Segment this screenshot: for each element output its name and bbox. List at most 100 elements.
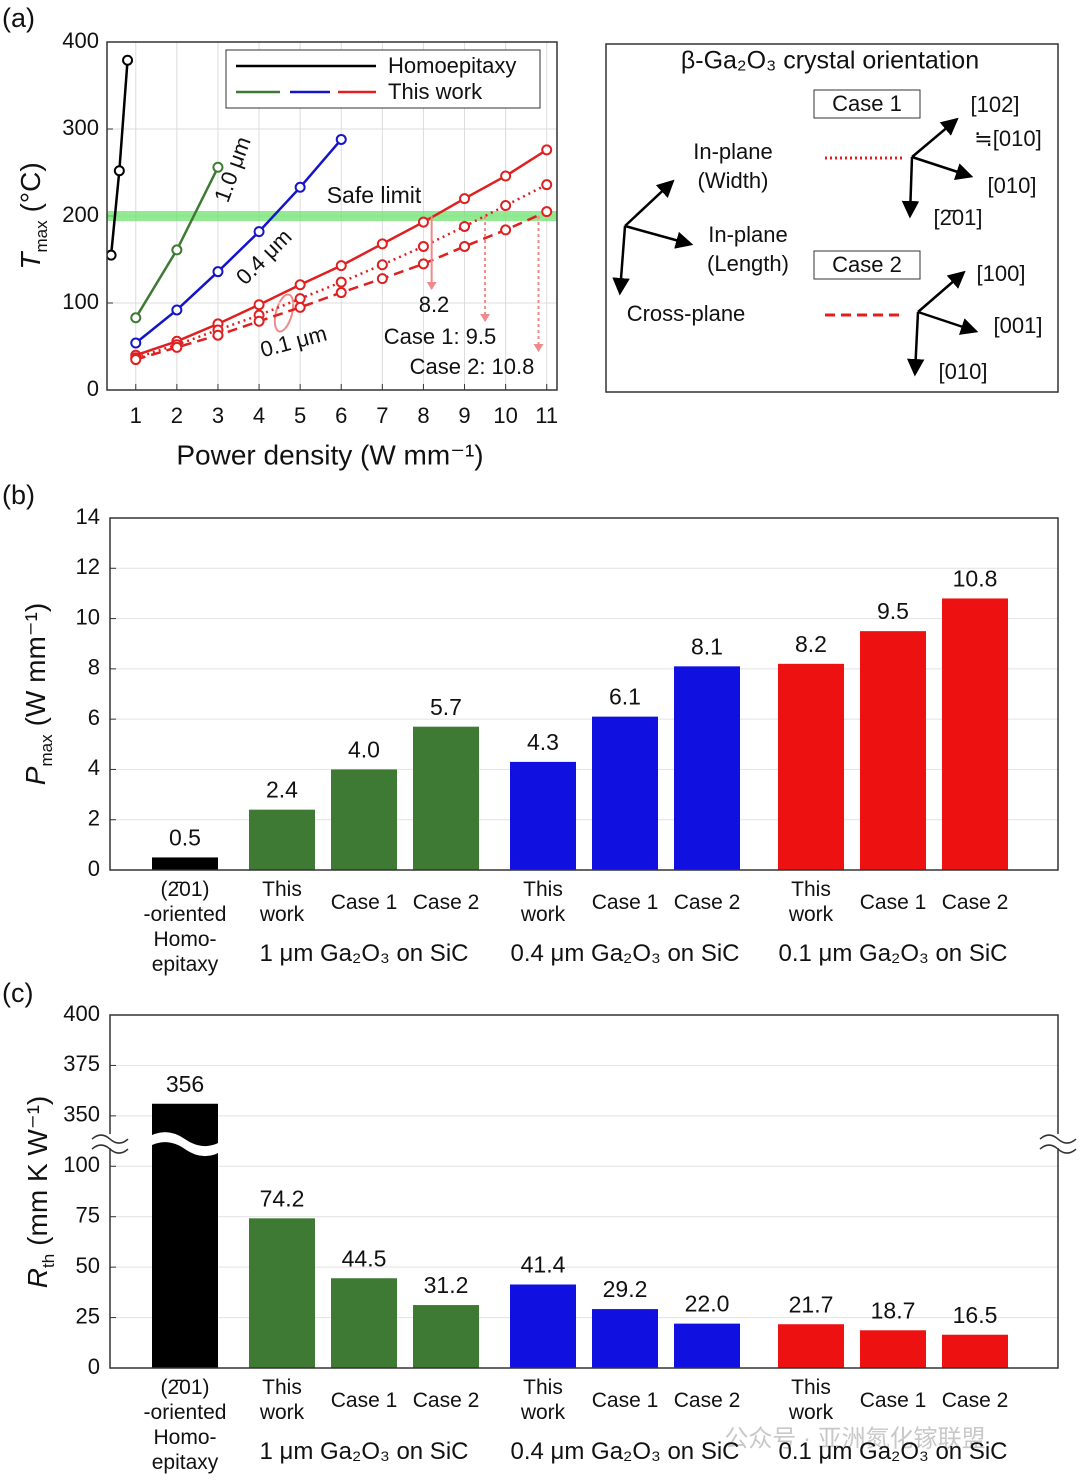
x-tick-label: Case 2 bbox=[412, 1389, 480, 1412]
bar bbox=[778, 1324, 844, 1368]
bar bbox=[860, 1330, 926, 1368]
bar bbox=[592, 1309, 658, 1368]
value-label: 74.2 bbox=[260, 1185, 305, 1211]
value-label: 31.2 bbox=[424, 1272, 469, 1298]
data-point bbox=[376, 273, 388, 285]
data-point bbox=[459, 193, 471, 205]
data-point bbox=[212, 161, 224, 173]
watermark: 公众号 · 亚洲氮化镓联盟 bbox=[724, 1425, 985, 1452]
crossing-label: Case 1: 9.5 bbox=[384, 324, 497, 349]
bar bbox=[942, 598, 1008, 870]
y-tick-label: 375 bbox=[63, 1051, 100, 1076]
x-tick-label: Case 2 bbox=[673, 891, 741, 914]
arrow-head bbox=[480, 314, 491, 322]
y-axis-symbol: R bbox=[22, 1268, 53, 1288]
y-axis-title: Tmax (°C) bbox=[15, 162, 51, 269]
y-tick-label: 2 bbox=[88, 806, 100, 831]
value-label: 44.5 bbox=[342, 1245, 387, 1271]
panel-label: (b) bbox=[2, 480, 35, 510]
data-point bbox=[122, 54, 134, 66]
direction-label: [010] bbox=[939, 359, 988, 384]
group-label: 0.4 μm Ga₂O₃ on SiC bbox=[510, 1438, 740, 1465]
y-tick-label: 12 bbox=[76, 554, 100, 579]
y-tick-label: 8 bbox=[88, 655, 100, 680]
x-tick-label: 8 bbox=[417, 403, 429, 428]
axis-name: (Width) bbox=[698, 168, 769, 193]
axis-name: In-plane bbox=[693, 139, 773, 164]
value-label: 4.3 bbox=[527, 729, 559, 755]
bar bbox=[592, 716, 658, 870]
data-point bbox=[171, 244, 183, 256]
axis-break-mark bbox=[91, 1134, 129, 1154]
x-tick-label: 10 bbox=[493, 403, 517, 428]
x-tick-label: Case 1 bbox=[859, 1389, 927, 1412]
value-label: 16.5 bbox=[953, 1302, 998, 1328]
direction-label: [100] bbox=[977, 261, 1026, 286]
x-tick-label: Case 2 bbox=[941, 891, 1009, 914]
case-label: Case 2 bbox=[832, 252, 902, 277]
value-label: 0.5 bbox=[169, 825, 201, 851]
x-tick-label: Case 1 bbox=[591, 1389, 659, 1412]
data-point bbox=[417, 216, 429, 228]
x-tick-label: Case 2 bbox=[412, 891, 480, 914]
direction-label: [010] bbox=[988, 173, 1037, 198]
x-tick-label: 2 bbox=[171, 403, 183, 428]
data-point bbox=[417, 258, 429, 270]
x-tick-label: 7 bbox=[376, 403, 388, 428]
case-label: Case 1 bbox=[832, 91, 902, 116]
bar bbox=[152, 857, 218, 870]
crossing-label: 8.2 bbox=[419, 292, 450, 317]
value-label: 356 bbox=[166, 1071, 204, 1097]
value-label: 4.0 bbox=[348, 737, 380, 763]
x-tick-label: (2̄01) -oriented Homo- epitaxy bbox=[143, 878, 227, 976]
data-point bbox=[212, 266, 224, 278]
x-tick-label: This work bbox=[520, 878, 566, 926]
plot-frame bbox=[109, 1014, 1059, 1369]
y-axis-subscript: max bbox=[37, 734, 56, 767]
data-point bbox=[335, 260, 347, 272]
value-label: 29.2 bbox=[603, 1276, 648, 1302]
data-point bbox=[130, 354, 142, 366]
data-point bbox=[500, 170, 512, 182]
value-label: 5.7 bbox=[430, 694, 462, 720]
data-point bbox=[500, 224, 512, 236]
bar bbox=[331, 769, 397, 870]
bar bbox=[413, 726, 479, 870]
axis-name: (Length) bbox=[707, 251, 789, 276]
bar bbox=[778, 663, 844, 870]
bar-break bbox=[145, 1132, 225, 1157]
value-label: 8.2 bbox=[795, 631, 827, 657]
arrow-head bbox=[533, 344, 544, 352]
x-tick-label: Case 2 bbox=[941, 1389, 1009, 1412]
data-point bbox=[294, 181, 306, 193]
data-point bbox=[253, 315, 265, 327]
value-label: 9.5 bbox=[877, 598, 909, 624]
data-point bbox=[459, 220, 471, 232]
x-tick-label: This work bbox=[520, 1376, 566, 1424]
axis-name: Cross-plane bbox=[627, 301, 746, 326]
y-tick-label: 25 bbox=[76, 1303, 100, 1328]
data-point bbox=[541, 144, 553, 156]
data-point bbox=[459, 240, 471, 252]
y-axis-unit: (W mm⁻¹) bbox=[20, 603, 51, 727]
y-tick-label: 0 bbox=[88, 856, 100, 881]
data-point bbox=[253, 299, 265, 311]
y-axis-symbol: T bbox=[15, 251, 46, 270]
data-point bbox=[107, 249, 117, 261]
x-tick-label: 11 bbox=[535, 403, 558, 428]
y-tick-label: 6 bbox=[88, 705, 100, 730]
y-axis-symbol: P bbox=[20, 766, 51, 785]
y-tick-label: 100 bbox=[62, 289, 99, 314]
bar bbox=[249, 809, 315, 870]
x-tick-label: Case 1 bbox=[859, 891, 927, 914]
bar bbox=[413, 1305, 479, 1368]
group-label: 1 μm Ga₂O₃ on SiC bbox=[259, 1438, 469, 1465]
bar bbox=[331, 1278, 397, 1368]
x-tick-label: Case 1 bbox=[330, 891, 398, 914]
panel-label: (a) bbox=[2, 3, 35, 33]
y-axis-title: Rth (mm K W⁻¹) bbox=[22, 1096, 58, 1288]
bar bbox=[860, 631, 926, 870]
panel-label: (c) bbox=[2, 978, 33, 1008]
group-label: 0.1 μm Ga₂O₃ on SiC bbox=[778, 1438, 1008, 1465]
